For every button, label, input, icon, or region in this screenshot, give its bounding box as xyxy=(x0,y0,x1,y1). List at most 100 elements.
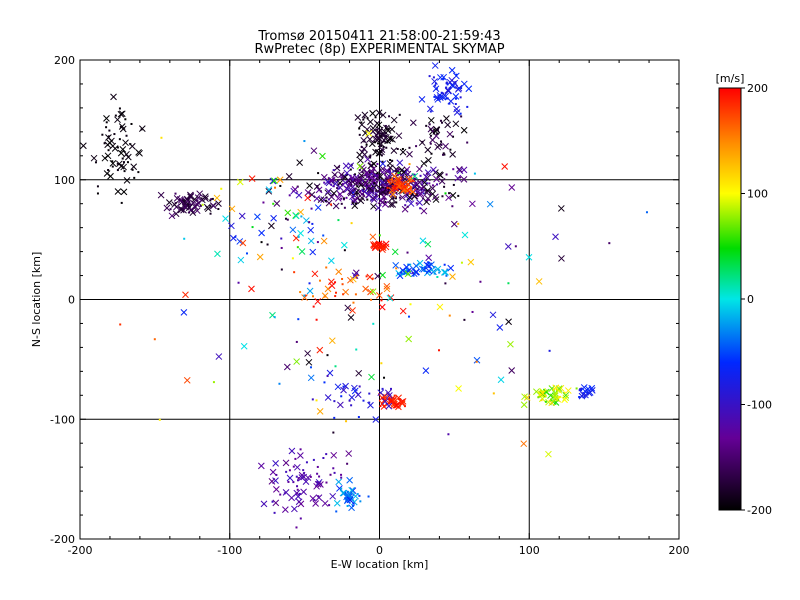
data-point-dot xyxy=(411,271,414,274)
data-point-dot xyxy=(288,469,291,472)
data-point-cross xyxy=(422,367,430,374)
data-point-dot xyxy=(325,266,328,269)
data-point-dot xyxy=(559,390,562,393)
data-point-dot xyxy=(379,135,382,138)
data-point-cross xyxy=(118,110,126,118)
data-point-dot xyxy=(394,170,397,173)
data-point-cross xyxy=(315,186,323,194)
data-point-dot xyxy=(287,480,290,483)
data-point-dot xyxy=(374,141,377,144)
data-point-dot xyxy=(428,182,431,185)
data-point-cross xyxy=(260,500,268,508)
data-point-dot xyxy=(406,205,409,208)
data-point-cross xyxy=(362,285,369,293)
data-point-dot xyxy=(184,204,187,207)
data-point-cross xyxy=(123,177,131,184)
data-point-dot xyxy=(341,283,344,286)
data-point-cross xyxy=(335,268,343,276)
data-point-cross xyxy=(423,189,431,197)
data-point-cross xyxy=(395,177,403,185)
data-point-cross xyxy=(461,231,469,239)
data-point-cross xyxy=(340,386,347,394)
data-point-cross xyxy=(369,288,377,295)
data-point-dot xyxy=(153,338,156,341)
data-point-dot xyxy=(266,243,269,246)
data-point-cross xyxy=(378,303,386,311)
data-point-cross xyxy=(292,212,300,220)
data-point-cross xyxy=(282,489,290,496)
data-point-dot xyxy=(466,105,469,108)
data-point-dot xyxy=(460,261,463,264)
data-point-dot xyxy=(326,354,329,357)
data-point-cross xyxy=(427,116,435,124)
data-point-dot xyxy=(408,163,411,166)
data-point-cross xyxy=(117,110,125,118)
data-point-dot xyxy=(371,277,374,280)
data-point-cross xyxy=(284,209,292,217)
data-point-dot xyxy=(383,376,386,379)
data-point-cross xyxy=(436,94,444,101)
data-point-dot xyxy=(309,366,312,369)
data-point-dot xyxy=(279,184,282,187)
data-point-dot xyxy=(101,133,104,136)
data-point-dot xyxy=(212,381,215,384)
data-point-cross xyxy=(444,87,452,95)
data-point-cross xyxy=(333,499,341,507)
data-points xyxy=(80,62,648,529)
data-point-dot xyxy=(441,121,444,124)
data-point-cross xyxy=(442,269,449,276)
data-point-dot xyxy=(358,133,361,136)
x-tick-label: -100 xyxy=(217,544,242,557)
data-point-cross xyxy=(551,392,559,399)
data-point-cross xyxy=(373,132,380,139)
data-point-cross xyxy=(520,440,528,448)
data-point-cross xyxy=(420,160,428,167)
data-point-cross xyxy=(173,194,181,202)
data-point-dot xyxy=(360,121,363,124)
data-point-dot xyxy=(332,467,335,470)
data-point-dot xyxy=(376,174,379,177)
data-point-cross xyxy=(391,184,399,192)
data-point-cross xyxy=(383,282,391,290)
data-point-dot xyxy=(363,116,366,119)
data-point-cross xyxy=(122,139,129,147)
data-point-cross xyxy=(351,272,359,279)
data-point-cross xyxy=(90,154,98,162)
data-point-dot xyxy=(452,183,455,186)
data-point-dot xyxy=(123,170,126,173)
data-point-cross xyxy=(309,248,317,256)
data-point-cross xyxy=(114,188,122,195)
data-point-cross xyxy=(103,170,111,177)
data-point-dot xyxy=(366,198,369,201)
data-point-dot xyxy=(342,190,345,193)
data-point-dot xyxy=(460,87,463,90)
data-point-dot xyxy=(372,322,375,325)
data-point-dot xyxy=(333,400,336,403)
data-point-cross xyxy=(374,272,382,280)
data-point-dot xyxy=(352,194,355,197)
data-point-dot xyxy=(359,190,362,193)
data-point-dot xyxy=(382,186,385,189)
data-point-dot xyxy=(446,83,449,86)
data-point-cross xyxy=(256,253,264,261)
data-point-dot xyxy=(445,274,448,277)
data-point-cross xyxy=(376,291,383,299)
data-point-cross xyxy=(258,229,265,237)
data-point-cross xyxy=(285,173,293,180)
data-point-dot xyxy=(118,107,121,110)
data-point-dot xyxy=(309,475,312,478)
data-point-dot xyxy=(308,221,311,224)
data-point-dot xyxy=(459,96,462,99)
data-point-dot xyxy=(365,172,368,175)
data-point-dot xyxy=(209,204,212,207)
data-point-cross xyxy=(361,111,369,119)
data-point-dot xyxy=(432,76,435,79)
data-point-dot xyxy=(394,197,397,200)
data-point-dot xyxy=(402,400,405,403)
data-point-cross xyxy=(449,151,456,158)
data-point-cross xyxy=(347,162,355,170)
data-point-dot xyxy=(133,176,136,179)
data-point-cross xyxy=(180,309,188,316)
data-point-cross xyxy=(331,171,339,179)
data-point-cross xyxy=(325,187,332,195)
